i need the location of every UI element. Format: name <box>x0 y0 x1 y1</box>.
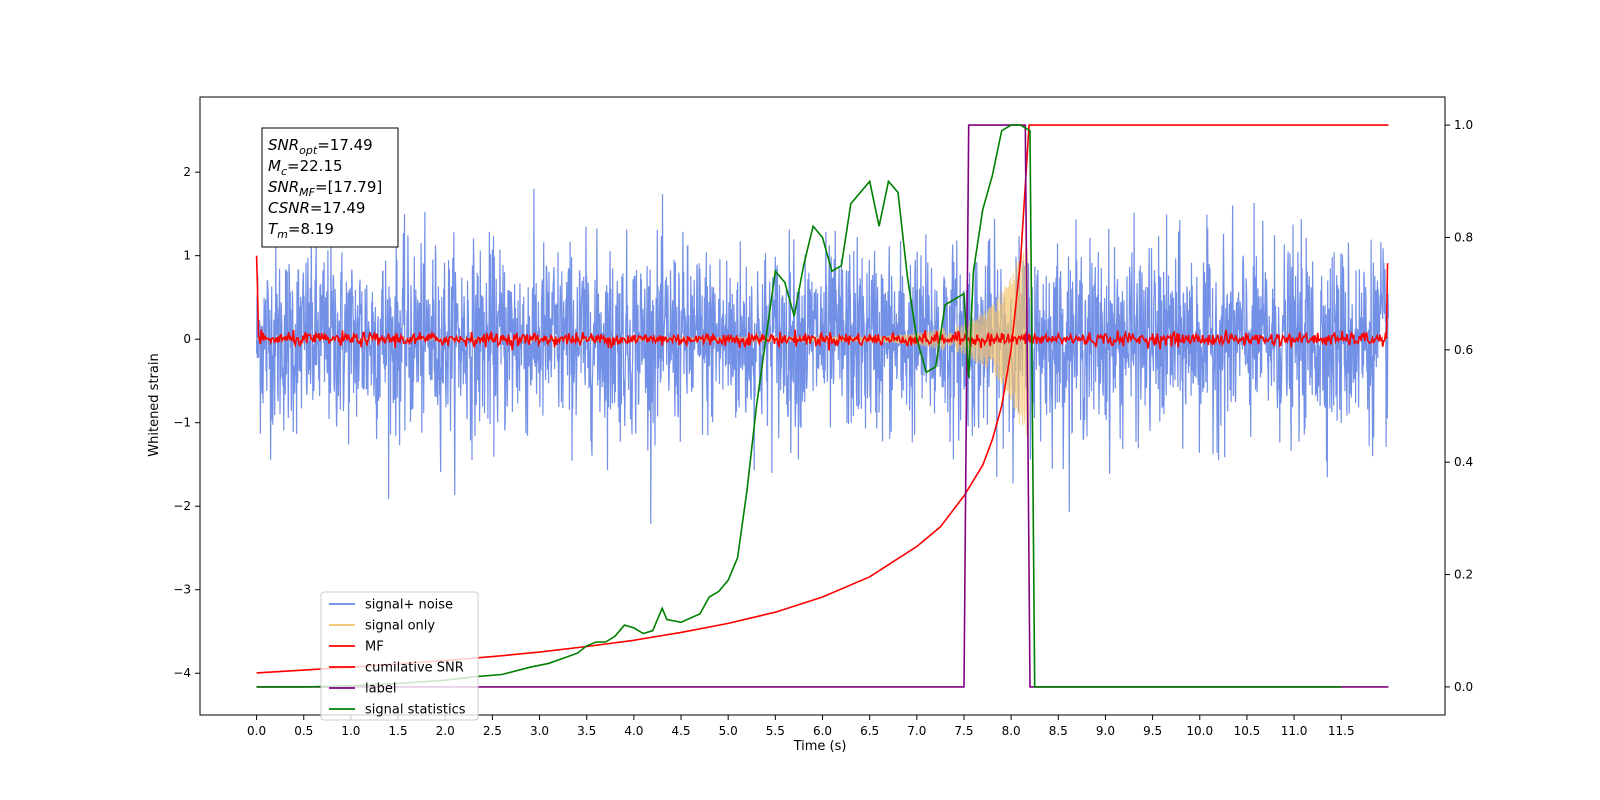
x-tick-label: 11.5 <box>1328 724 1355 738</box>
axes: Time (s) Whitened strain 0.0 0.5 1.0 1.5 2.0… <box>147 96 1473 754</box>
annotation-line: Mc=22.15 <box>268 157 343 178</box>
annotation-line: CSNR=17.49 <box>268 199 365 217</box>
series-signal-noise <box>256 188 1389 524</box>
y-left-tick-label: −2 <box>173 499 191 513</box>
series-signal-statistics <box>256 124 1342 688</box>
y-right-tick-label: 0.6 <box>1454 343 1473 357</box>
y-left-tick-label: −3 <box>173 583 191 597</box>
legend: signal+ noise signal only MF cumilative SNR… <box>320 591 479 721</box>
y-right-tick-label: 0.4 <box>1454 455 1473 469</box>
x-tick-label: 4.0 <box>624 724 643 738</box>
x-tick-label: 10.5 <box>1234 724 1261 738</box>
x-tick-label: 5.5 <box>766 724 785 738</box>
annotation-line: Tm=8.19 <box>268 220 334 241</box>
x-tick-label: 9.5 <box>1143 724 1162 738</box>
x-tick-label: 1.5 <box>389 724 408 738</box>
y-left-tick-label: −4 <box>173 666 191 680</box>
x-tick-label: 2.5 <box>483 724 502 738</box>
x-tick-label: 7.0 <box>907 724 926 738</box>
x-axis-label: Time (s) <box>793 739 847 754</box>
legend-label: signal+ noise <box>365 598 453 613</box>
legend-label: signal only <box>365 619 435 634</box>
x-tick-label: 11.0 <box>1281 724 1308 738</box>
x-tick-label: 3.0 <box>530 724 549 738</box>
x-tick-label: 10.0 <box>1186 724 1213 738</box>
x-tick-label: 1.0 <box>341 724 360 738</box>
x-tick-label: 6.5 <box>860 724 879 738</box>
y-left-tick-label: −1 <box>173 416 191 430</box>
y-axis-label: Whitened strain <box>147 353 162 456</box>
x-tick-label: 6.0 <box>813 724 832 738</box>
x-tick-label: 7.5 <box>954 724 973 738</box>
legend-label: signal statistics <box>365 703 466 718</box>
x-tick-label: 9.0 <box>1096 724 1115 738</box>
x-tick-label: 8.0 <box>1002 724 1021 738</box>
annotation-line: SNRopt=17.49 <box>268 136 373 157</box>
x-tick-label: 3.5 <box>577 724 596 738</box>
y-right-tick-label: 1.0 <box>1454 118 1473 132</box>
x-tick-label: 0.0 <box>247 724 266 738</box>
y-right-tick-label: 0.2 <box>1454 568 1473 582</box>
x-tick-label: 5.0 <box>719 724 738 738</box>
legend-label: label <box>365 682 396 697</box>
legend-label: MF <box>365 640 384 655</box>
y-left-tick-label: 2 <box>183 165 191 179</box>
x-tick-label: 8.5 <box>1049 724 1068 738</box>
series-mf <box>255 255 1389 351</box>
legend-label: cumilative SNR <box>365 661 464 676</box>
y-left-tick-label: 0 <box>183 332 191 346</box>
annotation-box: SNRopt=17.49Mc=22.15SNRMF=[17.79]CSNR=17… <box>261 127 399 248</box>
annotation-frame <box>261 127 399 248</box>
x-tick-label: 2.0 <box>436 724 455 738</box>
legend-frame <box>320 591 479 721</box>
y-right-tick-label: 0.0 <box>1454 680 1473 694</box>
annotation-line: SNRMF=[17.79] <box>268 178 382 199</box>
x-tick-label: 0.5 <box>294 724 313 738</box>
y-left-tick-label: 1 <box>183 249 191 263</box>
y-right-tick-label: 0.8 <box>1454 230 1473 244</box>
x-tick-label: 4.5 <box>671 724 690 738</box>
